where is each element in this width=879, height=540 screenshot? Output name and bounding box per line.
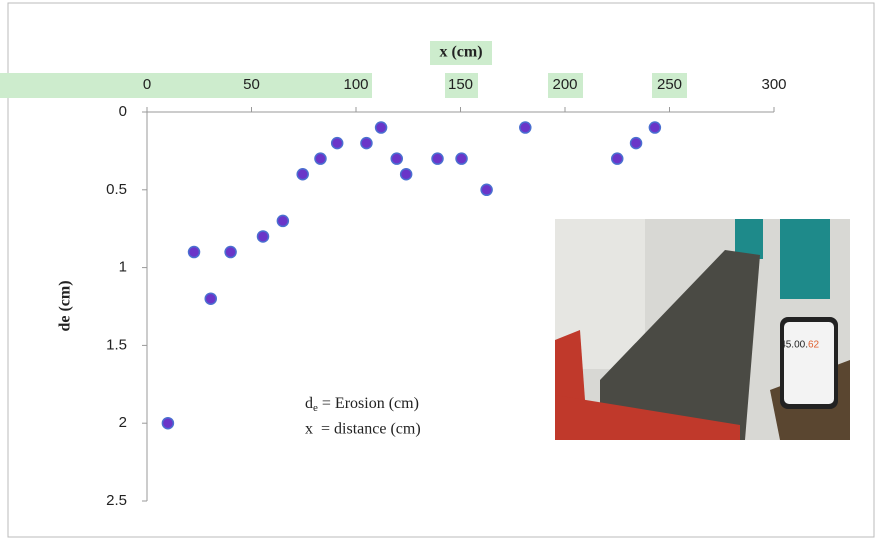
highlight — [0, 73, 372, 98]
point — [648, 121, 662, 134]
annotation: de = Erosion (cm) — [305, 395, 419, 414]
highlight — [548, 73, 583, 98]
y-tick-label: 1 — [119, 259, 127, 276]
point — [204, 292, 217, 305]
photo-text: 62 — [808, 340, 820, 351]
highlight — [430, 41, 492, 65]
highlight — [445, 73, 478, 98]
annotation-part: = Erosion (cm) — [318, 395, 419, 412]
x-tick-label: 150 — [448, 76, 473, 93]
point — [399, 167, 413, 181]
point — [314, 152, 327, 165]
point — [296, 167, 309, 181]
y-tick-label: 1.5 — [106, 336, 127, 353]
x-tick-label: 0 — [143, 76, 151, 93]
point — [629, 136, 643, 150]
x-tick-label: 300 — [761, 76, 786, 93]
photo-text: 45.00. — [780, 340, 808, 351]
highlight — [652, 73, 687, 98]
point — [390, 152, 404, 165]
point — [611, 152, 624, 165]
point — [455, 152, 468, 165]
annotation-part: e — [313, 402, 318, 414]
point — [161, 416, 175, 430]
point — [276, 214, 290, 228]
y-tick-label: 0.5 — [106, 181, 127, 198]
point — [480, 183, 493, 197]
x-axis-title: x (cm) — [439, 44, 482, 61]
y-axis-title: de (cm) — [57, 280, 74, 331]
point — [330, 136, 344, 150]
x-tick-label: 100 — [343, 76, 368, 93]
point — [519, 121, 532, 134]
y-tick-label: 2 — [119, 414, 127, 431]
x-tick-label: 200 — [552, 76, 577, 93]
point — [187, 245, 201, 259]
point — [224, 245, 237, 259]
point — [360, 136, 373, 150]
x-tick-label: 50 — [243, 76, 260, 93]
photo: 45.00. 62 — [555, 219, 850, 440]
annotation-part: d — [305, 395, 313, 412]
y-tick-label: 2.5 — [106, 492, 127, 509]
x-tick-label: 250 — [657, 76, 682, 93]
y-tick-label: 0 — [119, 103, 127, 120]
point — [374, 121, 388, 134]
point — [256, 230, 270, 243]
annotation: x = distance (cm) — [305, 421, 421, 438]
point — [431, 152, 444, 165]
